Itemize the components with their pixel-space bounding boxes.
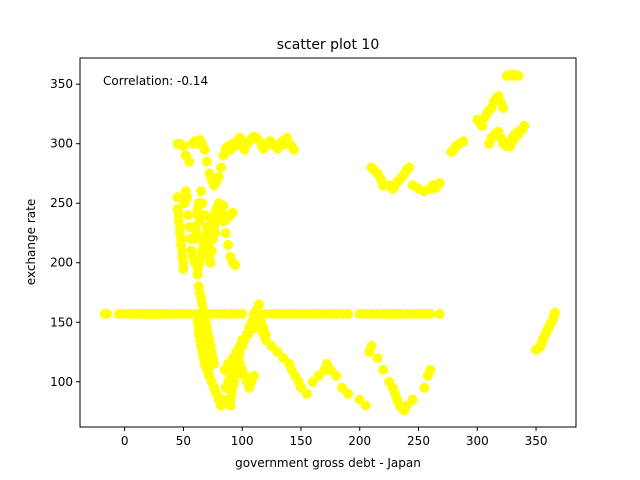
x-tick-label: 0 [121,434,129,448]
y-tick-label: 200 [50,256,73,270]
data-point [378,364,389,375]
data-point [205,257,216,268]
data-point [477,120,487,131]
x-tick-label: 50 [176,434,191,448]
correlation-annotation: Correlation: -0.14 [103,74,208,88]
y-tick-label: 150 [50,315,73,329]
data-point [192,269,203,280]
data-point [196,186,207,197]
data-point [513,70,524,81]
data-point [172,192,183,203]
x-tick-label: 150 [290,434,313,448]
data-point [343,308,353,319]
data-point [199,210,210,221]
data-point [549,307,560,318]
data-point [216,162,226,173]
data-point [419,382,430,393]
data-point [404,162,415,173]
data-point [178,263,189,274]
data-point [516,124,527,135]
data-point [183,210,194,221]
y-tick-label: 250 [50,196,73,210]
data-point [425,364,436,375]
data-point [223,239,234,250]
data-points [99,69,560,416]
data-point [182,192,192,203]
data-point [301,388,312,399]
plot-frame [79,57,577,428]
data-point [366,341,377,352]
data-point [331,370,342,381]
data-point [372,353,383,363]
data-point [425,308,436,319]
data-point [498,103,509,113]
data-point [407,394,418,405]
data-point [206,245,217,256]
data-point [218,200,229,211]
data-point [184,156,195,167]
x-axis-label: government gross debt - Japan [235,456,421,470]
y-tick-label: 350 [50,77,73,91]
data-point [253,299,264,310]
data-point [434,308,445,319]
data-point [199,144,210,155]
data-point [249,370,259,381]
x-tick-label: 350 [525,434,548,448]
x-axis: 0 50 100 150 200 250 300 350 [121,427,548,448]
data-point [178,141,189,152]
data-point [288,144,299,155]
y-tick-label: 100 [50,375,73,389]
data-point [220,228,231,238]
data-point [210,228,221,238]
data-point [360,400,371,411]
data-point [434,178,445,188]
data-point [343,388,353,399]
y-axis-label: exchange rate [24,199,38,285]
data-point [102,308,112,319]
data-point [260,329,271,340]
data-point [197,198,208,209]
x-tick-label: 250 [407,434,430,448]
x-tick-label: 100 [231,434,254,448]
data-point [201,156,212,167]
data-point [230,260,241,271]
data-point [213,394,224,405]
data-point [237,308,248,319]
data-point [227,207,238,218]
x-tick-label: 200 [348,434,371,448]
data-point [458,136,469,147]
x-tick-label: 300 [466,434,489,448]
y-axis: 100 150 200 250 300 350 [50,77,80,389]
data-point [201,222,212,232]
chart-title: scatter plot 10 [277,37,379,53]
y-tick-label: 300 [50,137,73,151]
data-point [213,172,224,182]
data-point [191,228,202,238]
